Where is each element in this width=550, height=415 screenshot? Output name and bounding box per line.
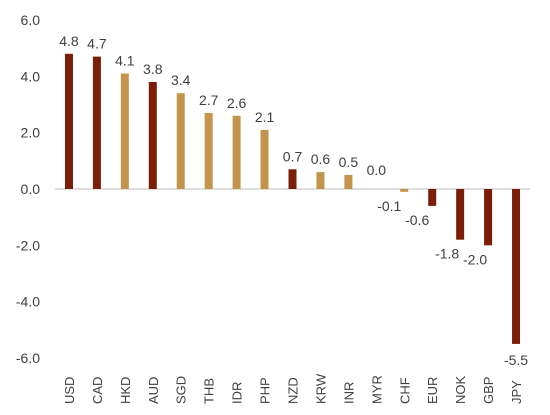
bar-cad (92, 56, 101, 189)
category-label: THB (202, 378, 217, 404)
bar-inr (344, 174, 353, 189)
category-label: JPY (509, 380, 524, 404)
y-tick-label: 2.0 (21, 125, 41, 141)
data-label: 4.7 (87, 36, 107, 52)
data-label: 0.6 (311, 151, 331, 167)
data-label: 2.7 (199, 92, 219, 108)
data-label: -0.6 (405, 212, 429, 228)
bars (64, 53, 521, 344)
y-tick-label: 0.0 (21, 181, 41, 197)
bar-krw (316, 172, 325, 189)
data-label: 0.7 (283, 148, 303, 164)
bar-chf (400, 189, 409, 192)
category-label: GBP (481, 377, 496, 404)
y-tick-label: -2.0 (16, 237, 40, 253)
data-label: 3.4 (171, 72, 191, 88)
data-label: 4.8 (59, 33, 79, 49)
data-label: -2.0 (463, 251, 487, 267)
data-label: 4.1 (115, 53, 135, 69)
category-label: CAD (90, 377, 105, 404)
category-label: KRW (313, 373, 328, 404)
data-label: 2.1 (255, 109, 275, 125)
bar-php (260, 129, 269, 189)
category-label: INR (341, 382, 356, 404)
bar-nok (456, 189, 465, 240)
y-axis: 6.0 4.0 2.0 0.0 -2.0 -4.0 -6.0 (16, 12, 40, 366)
y-tick-label: -6.0 (16, 350, 40, 366)
category-label: PHP (258, 377, 273, 404)
bar-idr (232, 115, 241, 189)
category-label: SGD (174, 376, 189, 404)
data-labels: 4.8 4.7 4.1 3.8 3.4 2.7 2.6 2.1 0.7 0.6 0.5 0.0 -0.1… (59, 33, 528, 368)
data-label: -5.5 (504, 352, 528, 368)
category-label: HKD (118, 377, 133, 404)
bar-usd (64, 53, 73, 189)
data-label: 2.6 (227, 95, 247, 111)
data-label: 0.5 (339, 154, 359, 170)
bar-aud (148, 81, 157, 189)
y-tick-label: 4.0 (21, 68, 41, 84)
category-label: AUD (146, 377, 161, 404)
data-label: -0.1 (377, 198, 401, 214)
data-label: -1.8 (435, 246, 459, 262)
category-label: NOK (453, 376, 468, 405)
bar-eur (428, 189, 437, 206)
category-label: MYR (369, 375, 384, 404)
data-label: 3.8 (143, 61, 163, 77)
bar-thb (204, 112, 213, 189)
bar-nzd (288, 169, 297, 189)
category-label: NZD (286, 377, 301, 404)
bar-gbp (484, 189, 493, 246)
category-label: USD (62, 377, 77, 404)
data-label: 0.0 (367, 162, 387, 178)
category-label: CHF (397, 377, 412, 404)
bar-hkd (120, 73, 129, 189)
y-tick-label: 6.0 (21, 12, 41, 28)
bar-jpy (512, 189, 521, 344)
bar-sgd (176, 93, 185, 189)
category-label: EUR (425, 377, 440, 404)
category-labels: USD CAD HKD AUD SGD THB IDR PHP NZD KRW INR MYR CHF E… (62, 373, 524, 404)
y-tick-label: -4.0 (16, 294, 40, 310)
category-label: IDR (230, 382, 245, 404)
